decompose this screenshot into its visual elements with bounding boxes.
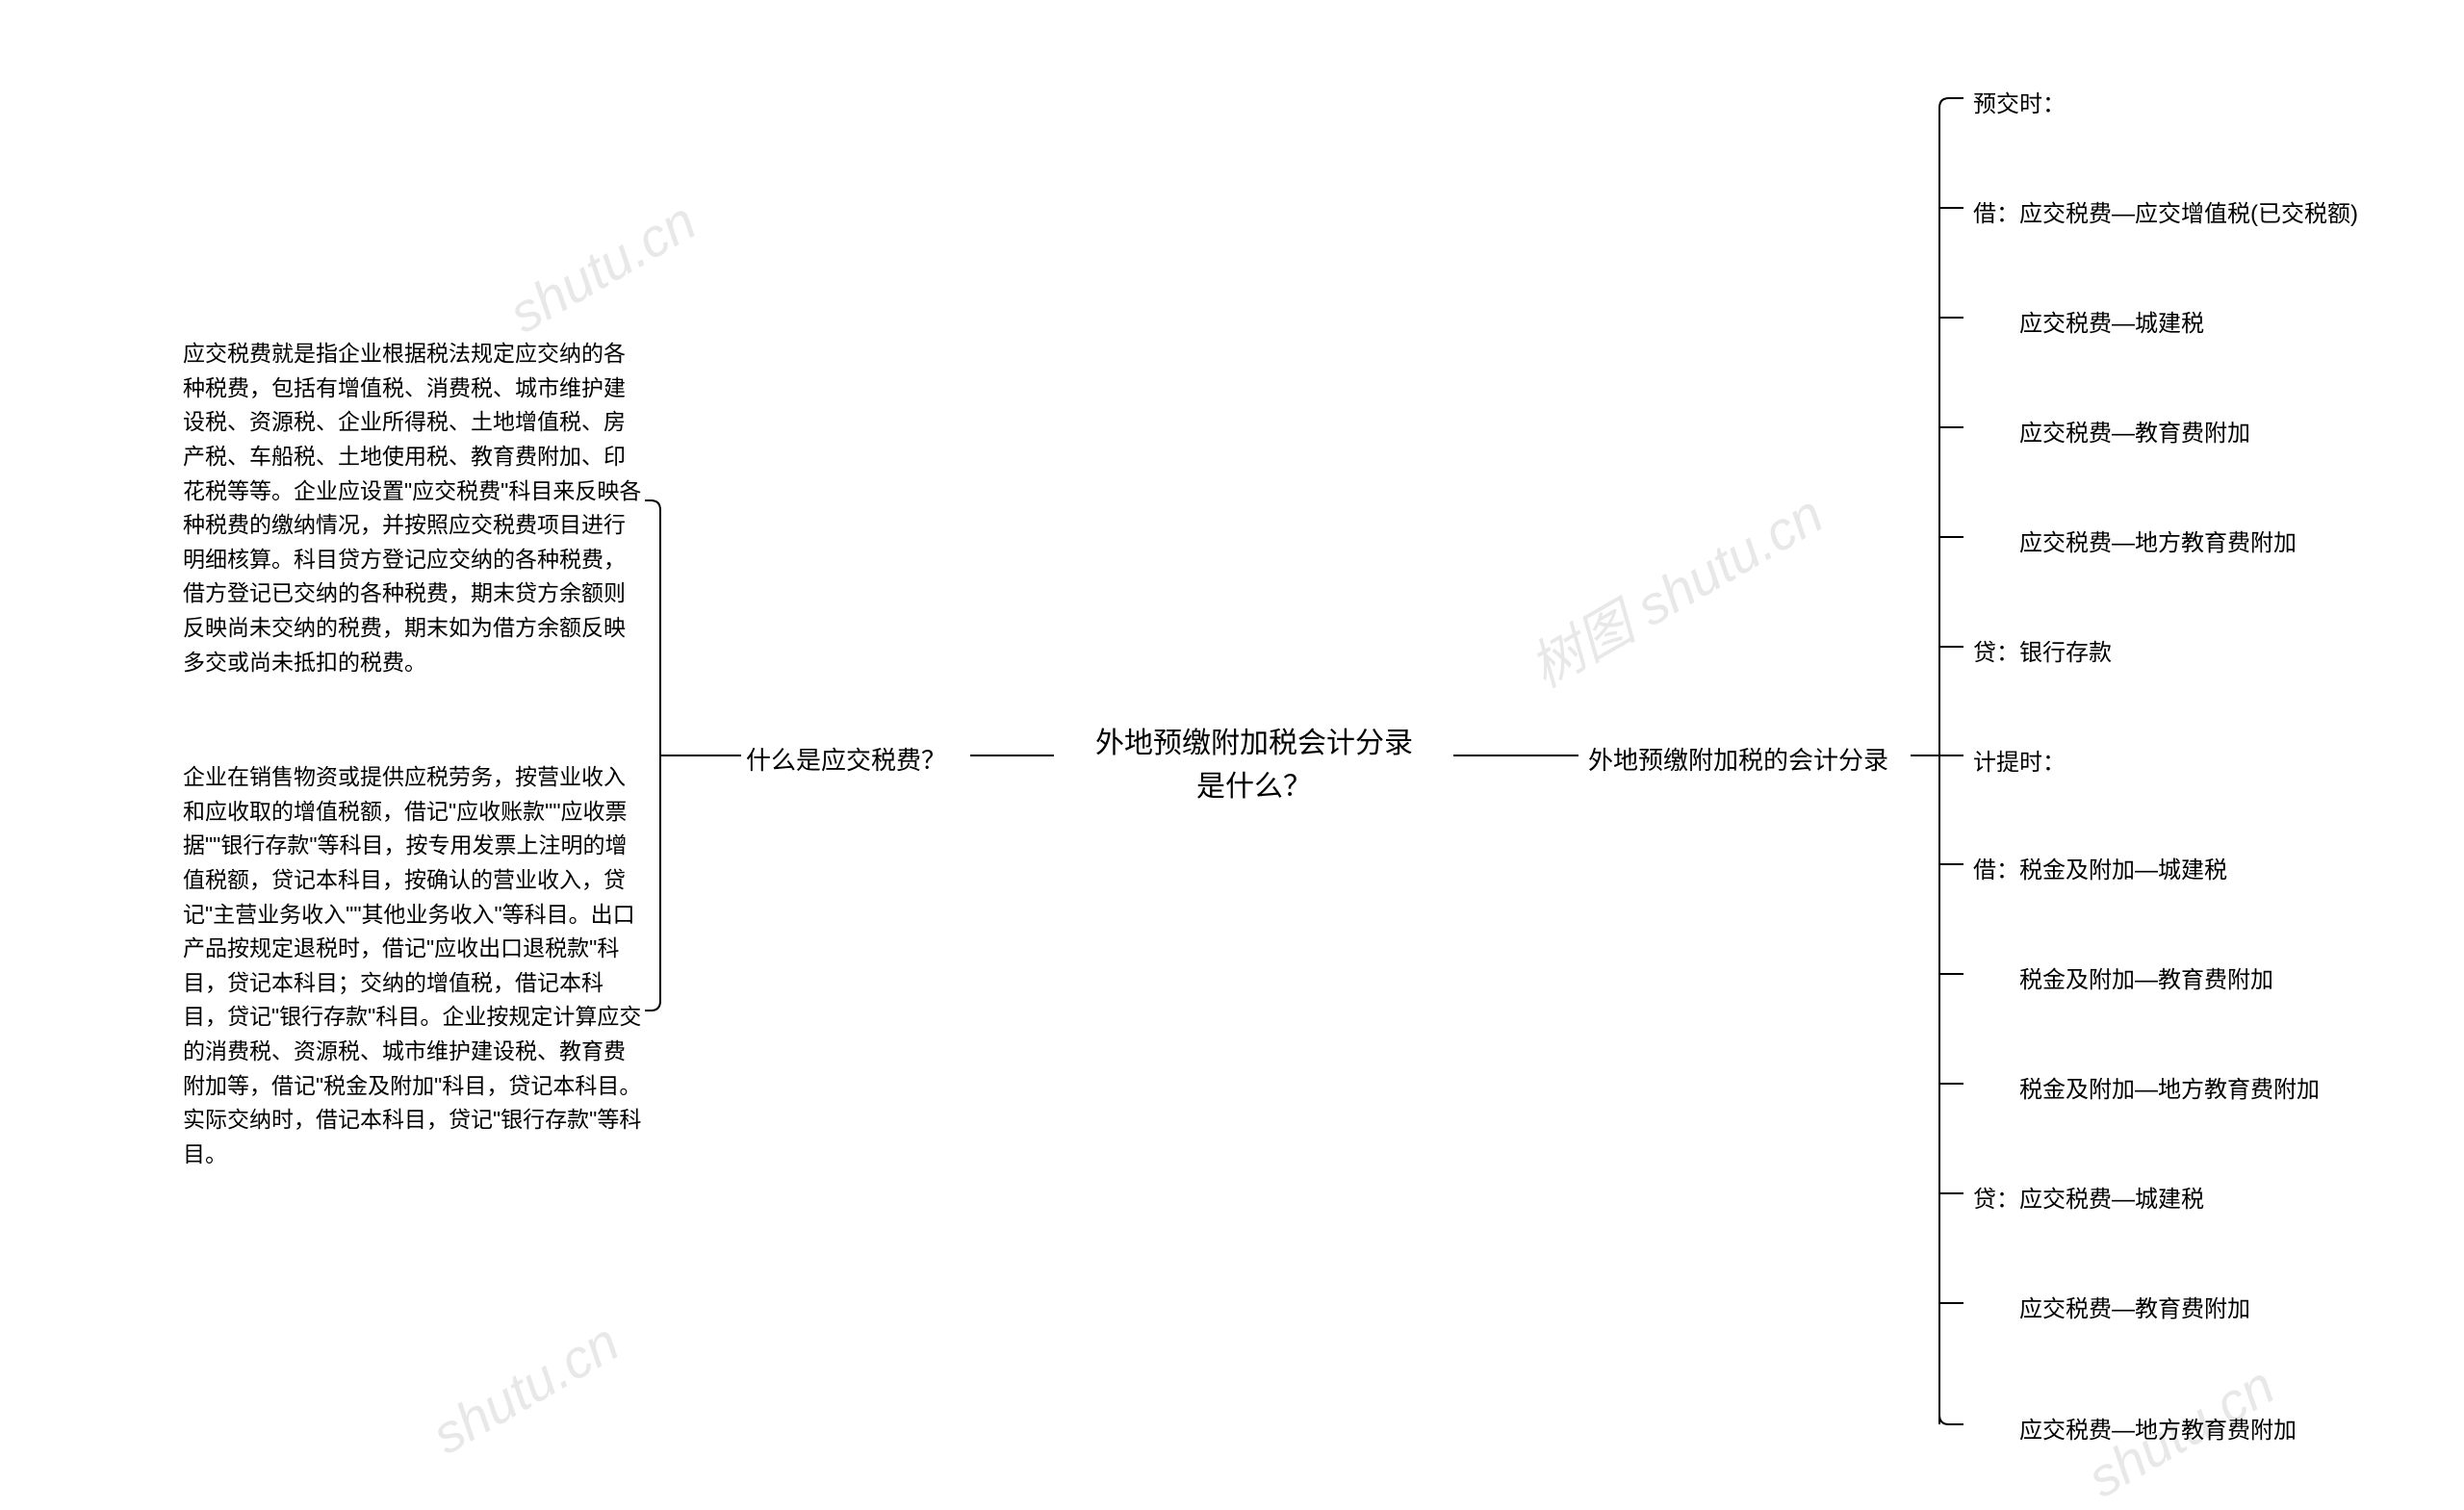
right-branch-label: 外地预缴附加税的会计分录 [1588,741,1888,777]
watermark: shutu.cn [499,189,706,345]
right-item-4: 应交税费—地方教育费附加 [1973,524,2297,557]
right-item-7: 借：税金及附加—城建税 [1973,851,2227,884]
watermark: shutu.cn [422,1310,629,1466]
right-item-5: 贷：银行存款 [1973,633,2112,667]
right-item-9: 税金及附加—地方教育费附加 [1973,1070,2320,1104]
left-paragraph-1: 企业在销售物资或提供应税劳务，按营业收入和应收取的增值税额，借记"应收账款""应… [183,760,645,1172]
right-item-0: 预交时： [1973,85,2066,118]
right-item-10: 贷：应交税费—城建税 [1973,1180,2204,1214]
left-branch-label: 什么是应交税费？ [746,741,946,777]
right-item-8: 税金及附加—教育费附加 [1973,960,2273,994]
center-line2: 是什么？ [1196,771,1312,803]
right-item-3: 应交税费—教育费附加 [1973,414,2250,448]
right-item-2: 应交税费—城建税 [1973,304,2204,338]
watermark: 树图 shutu.cn [1513,473,1835,704]
center-node: 外地预缴附加税会计分录 是什么？ [1057,722,1451,808]
right-item-11: 应交税费—教育费附加 [1973,1290,2250,1323]
right-item-1: 借：应交税费—应交增值税(已交税额) [1973,194,2358,228]
right-item-6: 计提时： [1973,743,2066,777]
right-item-12: 应交税费—地方教育费附加 [1973,1411,2297,1445]
center-line1: 外地预缴附加税会计分录 [1095,728,1413,759]
left-paragraph-0: 应交税费就是指企业根据税法规定应交纳的各种税费，包括有增值税、消费税、城市维护建… [183,337,645,679]
